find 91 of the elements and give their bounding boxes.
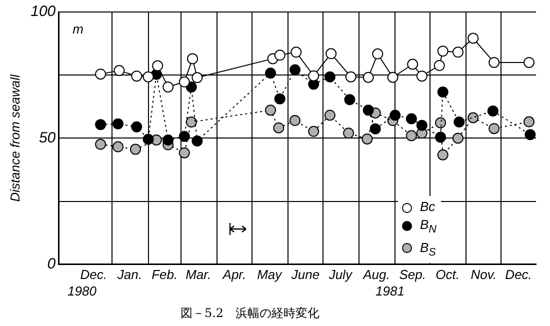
y-tick-label: 0 xyxy=(47,256,56,273)
x-tick-label: May xyxy=(257,266,284,282)
point xyxy=(452,46,464,58)
point xyxy=(178,147,190,158)
point xyxy=(192,135,203,146)
point xyxy=(437,149,448,160)
point xyxy=(406,130,417,142)
point xyxy=(362,72,374,83)
point xyxy=(95,68,106,80)
point xyxy=(289,64,300,76)
x-tick-label: Apr. xyxy=(222,266,246,282)
point xyxy=(435,132,446,143)
point xyxy=(142,71,154,82)
x-tick-label: July xyxy=(328,266,354,282)
text: 図－5.2 浜幅の経時変化 xyxy=(180,306,320,320)
point xyxy=(387,72,398,83)
point xyxy=(343,128,354,139)
point xyxy=(265,68,276,79)
legend-label: B$_{N}$ xyxy=(420,217,436,236)
point xyxy=(452,132,464,144)
point xyxy=(112,141,124,152)
point xyxy=(112,118,124,130)
point xyxy=(345,71,356,82)
text: 1980 xyxy=(68,284,98,299)
point xyxy=(454,116,465,128)
x-tick-label: Feb. xyxy=(152,266,178,282)
x-tick-label: Nov. xyxy=(470,266,496,282)
point xyxy=(178,76,190,88)
x-tick-label: Sep. xyxy=(399,266,426,282)
x-tick-label: Oct. xyxy=(436,266,460,282)
point xyxy=(372,48,384,60)
point xyxy=(437,86,448,98)
point xyxy=(406,113,417,124)
point xyxy=(308,70,320,82)
point xyxy=(187,53,198,64)
point xyxy=(130,144,141,155)
point xyxy=(162,81,174,92)
x-tick-label: Mar. xyxy=(186,266,212,282)
point xyxy=(95,119,106,130)
y-tick-label: 50 xyxy=(38,129,56,146)
point xyxy=(434,60,445,72)
x-tick-label: Jan. xyxy=(116,266,142,282)
point xyxy=(142,134,154,145)
point xyxy=(274,93,286,104)
point xyxy=(416,120,428,131)
point xyxy=(524,116,535,128)
y-tick-label: 100 xyxy=(30,3,56,20)
point xyxy=(487,105,498,116)
point xyxy=(437,46,448,57)
text: 1981 xyxy=(376,284,404,299)
point xyxy=(290,46,302,58)
point xyxy=(468,32,479,44)
point xyxy=(265,104,276,116)
point xyxy=(488,123,500,134)
point xyxy=(289,115,300,126)
point xyxy=(186,116,197,128)
annotation: m xyxy=(72,22,84,37)
point xyxy=(362,133,373,144)
point xyxy=(131,121,142,132)
legend-label: B$_{S}$ xyxy=(420,240,436,258)
point xyxy=(370,123,381,134)
point xyxy=(468,112,479,124)
point xyxy=(192,72,203,84)
point xyxy=(407,58,418,70)
x-tick-label: June xyxy=(290,266,320,282)
point xyxy=(152,60,164,72)
point xyxy=(416,70,428,82)
point xyxy=(273,122,284,134)
point xyxy=(274,50,286,61)
point xyxy=(488,56,500,68)
point xyxy=(326,48,337,60)
point xyxy=(390,110,401,121)
point xyxy=(178,130,190,142)
point xyxy=(162,134,174,146)
x-tick-label: Aug. xyxy=(362,266,390,282)
y-axis-title: Distance from seawall xyxy=(7,74,22,202)
point xyxy=(186,81,197,92)
point xyxy=(344,94,356,106)
point xyxy=(435,117,446,128)
point xyxy=(95,138,106,150)
point xyxy=(524,56,535,68)
point xyxy=(131,70,142,82)
point xyxy=(324,71,336,82)
x-tick-label: Dec. xyxy=(505,266,532,282)
point xyxy=(362,104,374,116)
legend-label: Bc xyxy=(420,199,436,214)
point xyxy=(524,129,536,140)
point xyxy=(324,110,336,121)
point xyxy=(114,65,125,76)
x-tick-label: Dec. xyxy=(80,266,107,282)
point xyxy=(308,126,320,137)
